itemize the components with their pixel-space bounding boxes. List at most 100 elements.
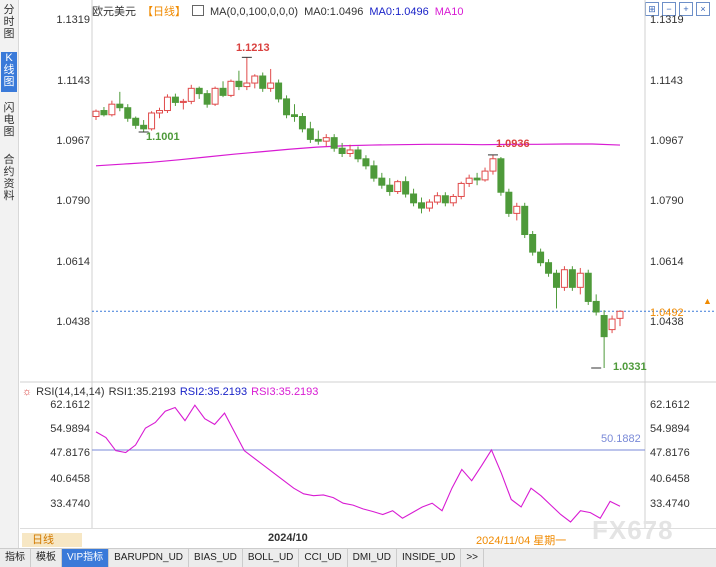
candle-body	[338, 147, 346, 154]
side-tab-time[interactable]: 分时图	[3, 4, 15, 40]
tab-template[interactable]: 模板	[31, 549, 62, 567]
kline-chart[interactable]	[0, 0, 716, 548]
candle-body	[251, 75, 259, 84]
ma10-label: MA10	[434, 6, 464, 18]
ma0-blue-value: MA0:1.0496	[369, 6, 429, 18]
candle-body	[529, 234, 537, 253]
candle-body	[449, 195, 457, 204]
candle-body	[148, 112, 156, 130]
tab-indicator[interactable]: 指标	[0, 549, 31, 567]
candle-body	[497, 158, 505, 193]
candle-body	[418, 202, 426, 209]
candle-body	[370, 165, 378, 179]
ma-params: MA(0,0,100,0,0,0)	[210, 6, 299, 18]
watermark: FX678	[592, 515, 674, 545]
candle-body	[457, 182, 465, 197]
rsi-axis-right-1: 54.9894	[650, 423, 690, 435]
rsi-title: RSI(14,14,14)	[36, 386, 105, 398]
annotation-high1: 1.1213	[236, 42, 270, 54]
candle-body	[171, 96, 179, 103]
rsi-axis-right-0: 62.1612	[650, 399, 690, 411]
candle-body	[219, 87, 227, 96]
ma0-value: MA0:1.0496	[304, 6, 364, 18]
minus-icon[interactable]: −	[662, 2, 676, 16]
candle-body	[156, 110, 164, 114]
rsi-settings-icon[interactable]: ☼	[22, 386, 33, 398]
tab-barupdn[interactable]: BARUPDN_UD	[109, 549, 190, 567]
rsi-axis-right-4: 33.4740	[650, 498, 690, 510]
chart-header: 欧元美元 【日线】 MA(0,0,100,0,0,0) MA0:1.0496 MA0:1…	[92, 3, 469, 18]
candle-body	[378, 177, 386, 186]
tab-boll[interactable]: BOLL_UD	[243, 549, 300, 567]
annotation-low1: 1.1001	[146, 131, 180, 143]
candle-body	[330, 137, 338, 149]
x-axis-date-label: 2024/10	[268, 532, 308, 544]
candle-body	[489, 158, 497, 172]
candle-body	[465, 177, 473, 184]
rsi-line	[95, 404, 621, 523]
side-tab-flash[interactable]: 闪电图	[3, 102, 15, 138]
candle-body	[600, 315, 608, 338]
rsi2-value: RSI2:35.2193	[179, 386, 248, 398]
candle-body	[552, 272, 560, 288]
candle-body	[425, 201, 433, 209]
candle-body	[592, 300, 600, 313]
candle-body	[441, 195, 449, 204]
side-tab-kline[interactable]: K线图	[1, 52, 17, 92]
price-axis-left-5: 1.0438	[56, 316, 90, 328]
candle-body	[608, 318, 616, 331]
candle-body	[108, 103, 116, 116]
period-selector[interactable]: 日线	[22, 533, 82, 547]
rsi-header: ☼ RSI(14,14,14) RSI1:35.2193 RSI2:35.2193 RS…	[22, 386, 322, 398]
side-tab-contract[interactable]: 合约资料	[3, 154, 15, 202]
indicator-tabs: 指标 模板 VIP指标 BARUPDN_UD BIAS_UD BOLL_UD CCI_UD D…	[0, 548, 716, 567]
tab-dmi[interactable]: DMI_UD	[348, 549, 397, 567]
candle-body	[322, 137, 330, 142]
ma-toggle-icon[interactable]	[192, 5, 204, 16]
candle-body	[513, 205, 521, 214]
annotation-low2: 1.0331	[613, 361, 647, 373]
candle-body	[187, 87, 195, 102]
candle-body	[124, 107, 132, 119]
tab-vip-indicator[interactable]: VIP指标	[62, 549, 110, 567]
candle-body	[132, 117, 140, 126]
candle-body	[227, 80, 235, 96]
close-icon[interactable]: ×	[696, 2, 710, 16]
candle-body	[386, 184, 394, 193]
rsi-axis-left-4: 33.4740	[50, 498, 90, 510]
candle-body	[481, 170, 489, 181]
price-axis-right-1: 1.1143	[650, 75, 683, 87]
price-axis-left-2: 1.0967	[56, 135, 90, 147]
tab-inside[interactable]: INSIDE_UD	[397, 549, 462, 567]
candle-body	[203, 93, 211, 105]
tab-bias[interactable]: BIAS_UD	[189, 549, 243, 567]
price-axis-left-0: 1.1319	[56, 14, 90, 26]
plus-icon[interactable]: +	[679, 2, 693, 16]
candle-body	[92, 110, 100, 118]
candle-body	[402, 181, 410, 195]
candle-body	[275, 82, 283, 100]
candle-body	[394, 181, 402, 193]
rsi-axis-left-1: 54.9894	[50, 423, 90, 435]
price-axis-right-5: 1.0438	[650, 316, 684, 328]
ma-line	[95, 143, 621, 167]
tab-cci[interactable]: CCI_UD	[299, 549, 348, 567]
candle-body	[576, 272, 584, 288]
candle-body	[314, 138, 322, 142]
candle-body	[267, 82, 275, 89]
candle-body	[140, 124, 148, 130]
candle-body	[298, 116, 306, 130]
period-label[interactable]: 【日线】	[142, 6, 186, 18]
candle-body	[211, 87, 219, 105]
candle-body	[545, 262, 553, 274]
candle-body	[362, 158, 370, 167]
candle-body	[235, 80, 243, 88]
price-axis-left-1: 1.1143	[57, 75, 90, 87]
side-tabs: 分时图 K线图 闪电图 合约资料	[0, 0, 19, 548]
price-axis-right-3: 1.0790	[650, 195, 684, 207]
candle-body	[560, 269, 568, 288]
candle-body	[346, 149, 354, 154]
candle-body	[306, 128, 314, 140]
price-arrow-icon[interactable]: ▲	[703, 296, 712, 306]
tab-more[interactable]: >>	[461, 549, 485, 567]
